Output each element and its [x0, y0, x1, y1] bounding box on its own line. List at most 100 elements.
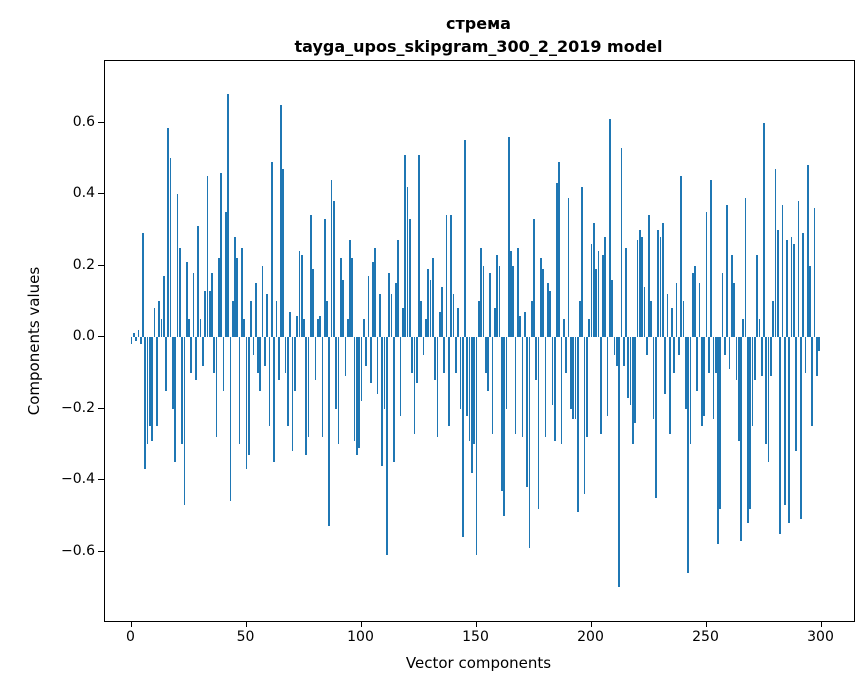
- bar: [510, 251, 512, 337]
- bar: [234, 236, 236, 337]
- x-tick-label: 100: [347, 629, 374, 645]
- bar: [701, 337, 703, 427]
- bar: [756, 254, 758, 337]
- y-tick-mark: [98, 407, 104, 409]
- bar: [489, 272, 492, 337]
- bar: [788, 337, 791, 523]
- bar: [473, 337, 476, 445]
- bar: [618, 337, 620, 588]
- bar: [500, 337, 503, 491]
- bar: [678, 337, 680, 355]
- bar: [772, 301, 775, 337]
- bar: [172, 337, 174, 409]
- bar: [178, 247, 181, 337]
- bar: [448, 337, 450, 427]
- bar: [353, 337, 356, 441]
- bar: [480, 247, 482, 337]
- bar: [247, 337, 250, 455]
- x-tick-mark: [475, 621, 477, 627]
- bar: [613, 337, 616, 355]
- bar: [335, 337, 338, 409]
- bar: [632, 337, 634, 445]
- bar: [429, 279, 432, 337]
- bar: [494, 308, 496, 337]
- bar: [498, 265, 501, 337]
- x-tick-label: 50: [236, 629, 255, 645]
- bar: [530, 301, 533, 337]
- bar: [307, 337, 310, 438]
- bar: [155, 337, 158, 427]
- bar: [556, 183, 558, 337]
- x-tick-label: 300: [807, 629, 834, 645]
- bar: [765, 337, 768, 445]
- bar: [563, 319, 565, 337]
- bar: [806, 165, 809, 337]
- bar: [241, 247, 243, 337]
- chart-title-line1: стрема: [446, 14, 511, 33]
- bar: [266, 294, 269, 337]
- bar: [411, 337, 413, 373]
- bar: [517, 247, 519, 337]
- bar: [760, 337, 763, 377]
- bar: [744, 197, 747, 337]
- bar: [521, 337, 524, 438]
- bar: [535, 337, 538, 380]
- bar: [250, 301, 252, 337]
- bar: [526, 337, 528, 488]
- bar: [818, 337, 821, 352]
- bar: [415, 337, 418, 384]
- y-tick-label: −0.4: [61, 471, 95, 487]
- bar: [376, 337, 379, 395]
- x-tick-label: 200: [577, 629, 604, 645]
- bar: [392, 337, 395, 463]
- bar: [132, 333, 135, 337]
- bar: [648, 215, 650, 337]
- bar: [374, 247, 377, 337]
- bar: [671, 308, 673, 337]
- bar: [590, 244, 593, 337]
- bar: [606, 337, 609, 416]
- x-tick-mark: [705, 621, 707, 627]
- bar: [707, 337, 710, 373]
- bar: [162, 276, 165, 337]
- bar: [349, 240, 351, 337]
- bar: [188, 319, 190, 337]
- bar: [275, 301, 278, 337]
- bar: [346, 319, 349, 337]
- bar: [528, 337, 531, 548]
- bar: [733, 283, 735, 337]
- bar: [273, 337, 275, 463]
- bar: [312, 269, 315, 337]
- bar: [776, 229, 779, 337]
- bar: [418, 154, 420, 337]
- plot-area: [104, 60, 855, 622]
- bar: [579, 301, 581, 337]
- bar: [342, 279, 344, 337]
- bar: [158, 301, 160, 337]
- bar: [204, 290, 206, 337]
- bar: [181, 337, 183, 445]
- bar: [450, 215, 453, 337]
- bar: [206, 176, 209, 337]
- bar: [213, 337, 216, 373]
- bar: [445, 215, 448, 337]
- bar: [491, 337, 494, 434]
- bar: [664, 337, 666, 395]
- chart-title: стрема tayga_upos_skipgram_300_2_2019 mo…: [104, 12, 853, 58]
- bar: [227, 93, 229, 337]
- bar: [779, 337, 781, 534]
- bar: [264, 337, 266, 366]
- bar: [293, 337, 296, 391]
- bar: [257, 337, 259, 373]
- bar: [710, 179, 712, 337]
- bar: [698, 283, 701, 337]
- bar: [356, 337, 358, 455]
- bar: [144, 337, 147, 470]
- bar: [379, 294, 381, 337]
- bar: [565, 337, 568, 373]
- bar: [546, 283, 549, 337]
- bar: [730, 254, 733, 337]
- bar: [395, 283, 397, 337]
- bar: [793, 244, 795, 337]
- bar: [466, 337, 469, 416]
